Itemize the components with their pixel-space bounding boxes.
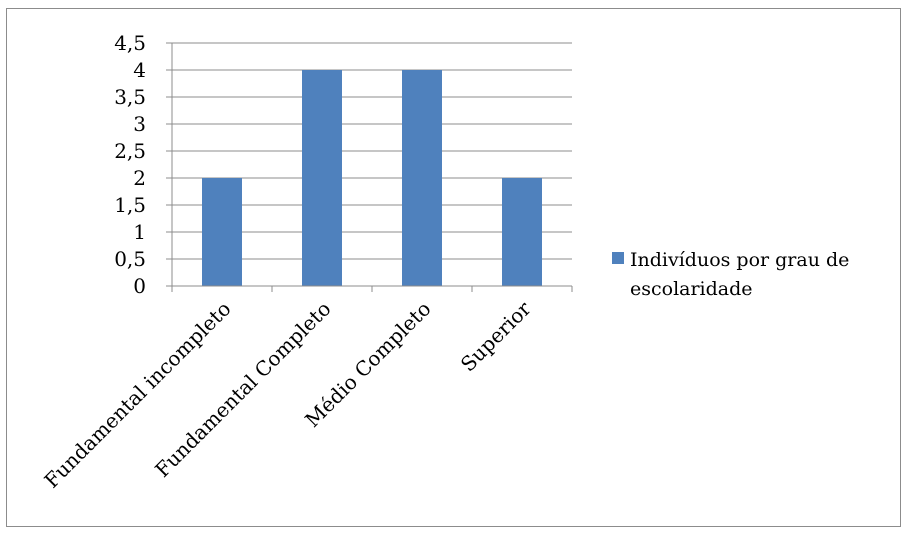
- x-tick-label: Fundamental Completo: [150, 297, 335, 482]
- y-tick-label: 0,5: [114, 247, 146, 271]
- bar: [402, 70, 442, 286]
- y-tick-label: 1,5: [114, 193, 146, 217]
- y-tick-label: 1: [133, 220, 146, 244]
- y-tick-label: 3,5: [114, 85, 146, 109]
- y-tick-label: 0: [133, 274, 146, 298]
- legend-swatch: [612, 252, 624, 264]
- axes: [171, 43, 572, 287]
- bar: [202, 178, 242, 286]
- chart-frame: [6, 8, 901, 527]
- y-tick-label: 3: [133, 112, 146, 136]
- bar: [502, 178, 542, 286]
- x-tick-label: Superior: [456, 296, 536, 376]
- legend-label: Indivíduos por grau de escolaridade: [630, 249, 850, 300]
- y-tick-label: 4: [133, 58, 146, 82]
- y-tick-label: 4,5: [114, 31, 146, 55]
- y-tick-label: 2: [133, 166, 146, 190]
- bars: [202, 70, 542, 286]
- y-tick-label: 2,5: [114, 139, 146, 163]
- x-tick-label: Fundamental incompleto: [39, 297, 235, 493]
- y-tick-labels: 0 0,5 1 1,5 2 2,5 3 3,5 4 4,5: [114, 31, 146, 298]
- bar: [302, 70, 342, 286]
